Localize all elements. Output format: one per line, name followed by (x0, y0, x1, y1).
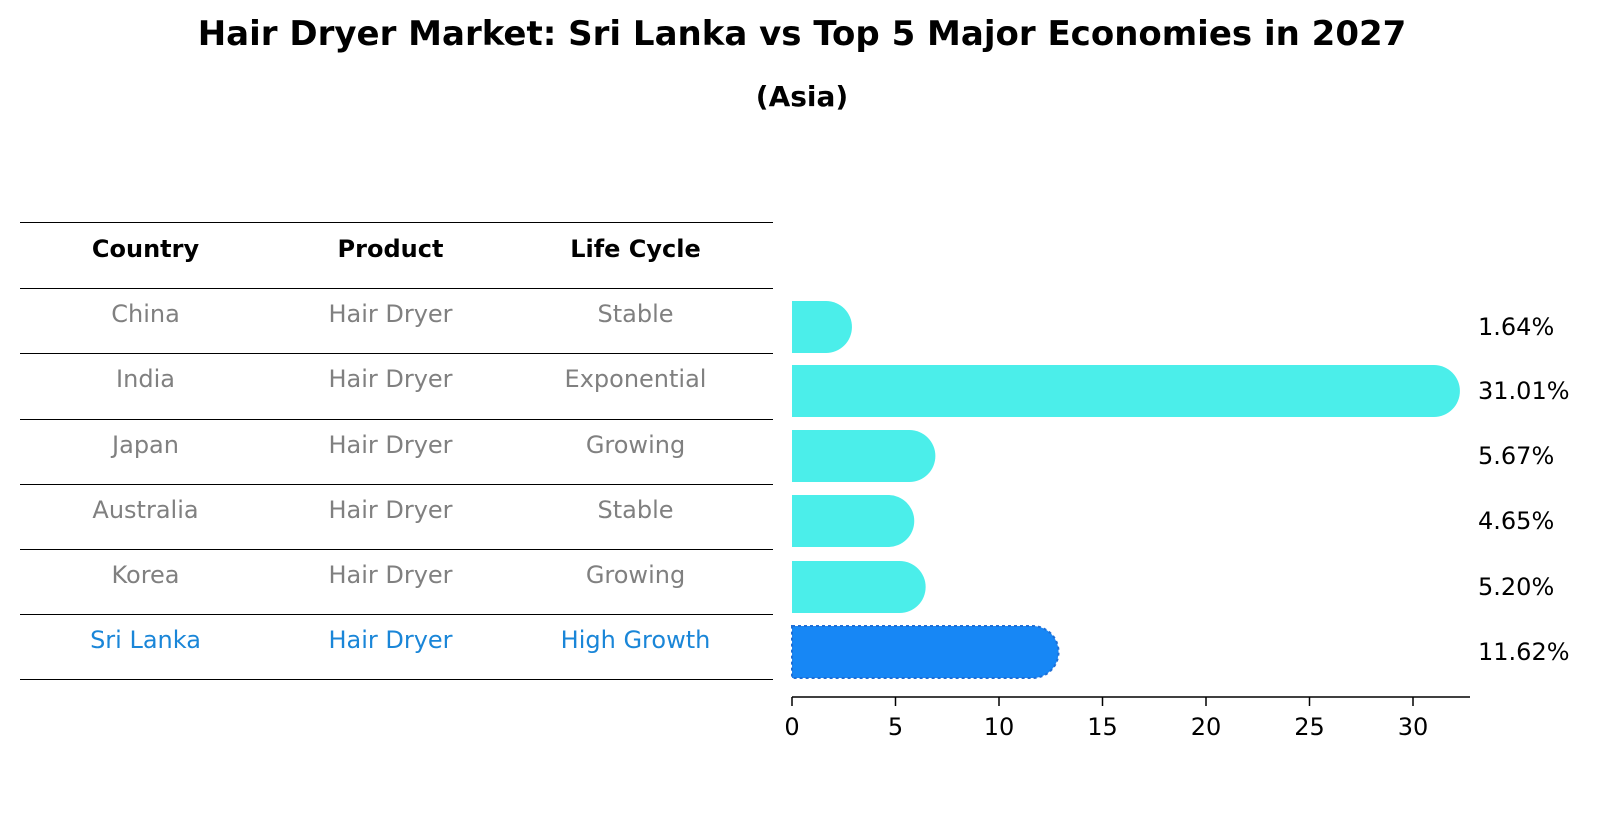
value-label: 11.62% (1478, 638, 1570, 666)
cell-product-highlight: Hair Dryer (328, 626, 453, 654)
bar-china (792, 301, 852, 353)
cell-country: Japan (112, 431, 179, 459)
header-country: Country (91, 235, 200, 263)
x-tick-label: 15 (1087, 713, 1118, 741)
cell-country: China (111, 300, 180, 328)
table-rule (20, 288, 773, 289)
table-rule (20, 614, 773, 615)
header-product: Product (337, 235, 444, 263)
chart-subtitle: (Asia) (755, 80, 849, 113)
table-rule (20, 484, 773, 485)
chart-title: Hair Dryer Market: Sri Lanka vs Top 5 Ma… (197, 14, 1407, 54)
cell-product: Hair Dryer (328, 300, 453, 328)
bar-india (792, 365, 1460, 417)
table-rule (20, 353, 773, 354)
value-label: 4.65% (1478, 507, 1554, 535)
cell-life-cycle: Growing (585, 561, 686, 589)
x-tick-label: 25 (1294, 713, 1325, 741)
x-tick-label: 20 (1191, 713, 1222, 741)
bar-korea (792, 561, 926, 613)
cell-life-cycle: Stable (597, 496, 674, 524)
cell-country-highlight: Sri Lanka (90, 626, 201, 654)
value-label: 31.01% (1478, 377, 1570, 405)
x-tick-label: 0 (784, 713, 799, 741)
bar-sri-lanka (791, 625, 1060, 679)
cell-life-cycle: Growing (585, 431, 686, 459)
cell-life-cycle: Stable (597, 300, 674, 328)
table-rule (20, 549, 773, 550)
cell-product: Hair Dryer (328, 365, 453, 393)
bar-australia (792, 495, 915, 547)
cell-product: Hair Dryer (328, 496, 453, 524)
x-tick-label: 5 (888, 713, 903, 741)
table-rule (20, 679, 773, 680)
value-label: 5.67% (1478, 442, 1554, 470)
cell-country: Korea (111, 561, 180, 589)
cell-life-cycle-highlight: High Growth (560, 626, 711, 654)
x-tick-label: 30 (1398, 713, 1429, 741)
value-label: 5.20% (1478, 573, 1554, 601)
cell-life-cycle: Exponential (564, 365, 707, 393)
x-tick-label: 10 (984, 713, 1015, 741)
value-label: 1.64% (1478, 313, 1554, 341)
cell-product: Hair Dryer (328, 561, 453, 589)
table-rule (20, 419, 773, 420)
cell-country: India (116, 365, 175, 393)
bar-japan (792, 430, 936, 482)
cell-product: Hair Dryer (328, 431, 453, 459)
cell-country: Australia (92, 496, 199, 524)
header-life-cycle: Life Cycle (570, 235, 701, 263)
table-rule (20, 222, 773, 223)
